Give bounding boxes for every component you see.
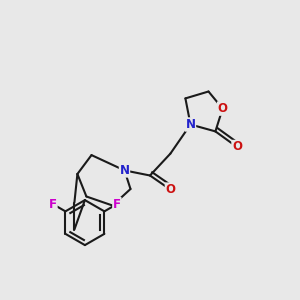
Text: F: F bbox=[49, 198, 57, 211]
Text: O: O bbox=[232, 140, 242, 154]
Text: N: N bbox=[119, 164, 130, 177]
Text: O: O bbox=[165, 183, 176, 196]
Text: F: F bbox=[113, 198, 121, 211]
Text: N: N bbox=[185, 118, 196, 131]
Text: O: O bbox=[218, 102, 228, 115]
